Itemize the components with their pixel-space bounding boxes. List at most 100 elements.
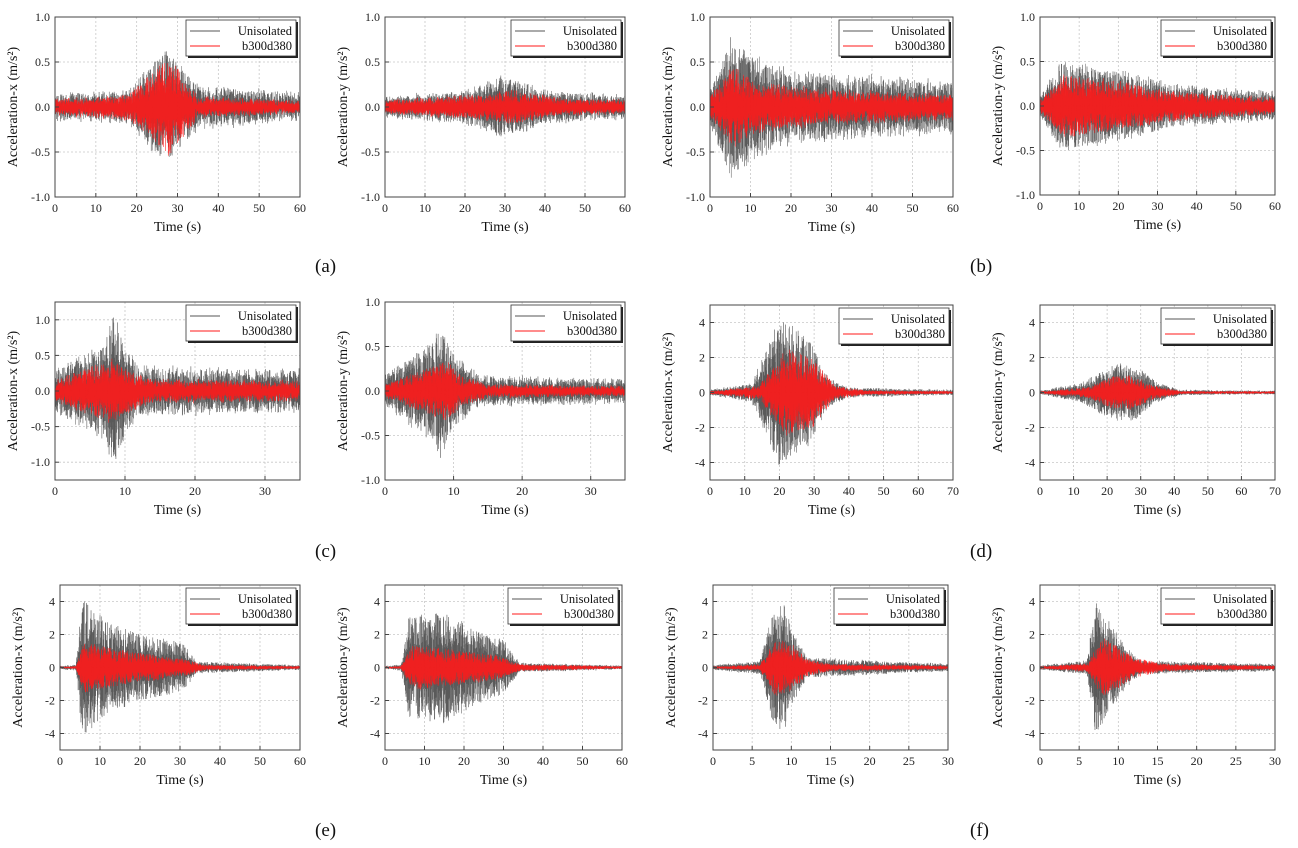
x-tick-label: 0 <box>52 201 58 215</box>
y-axis-label: Acceleration-x (m/s²) <box>661 46 676 167</box>
series-b300d380-line <box>55 62 300 156</box>
x-tick-label: 0 <box>707 484 713 498</box>
x-tick-label: 50 <box>579 201 591 215</box>
legend-label-unisolated: Unisolated <box>563 24 618 38</box>
x-tick-label: 60 <box>1235 484 1247 498</box>
legend-label-unisolated: Unisolated <box>238 24 293 38</box>
legend-box <box>185 304 297 342</box>
y-axis-label: Acceleration-x (m/s²) <box>6 330 21 451</box>
series-b300d380-line <box>713 641 948 696</box>
x-axis-label: Time (s) <box>1134 218 1182 233</box>
legend-box <box>185 587 297 625</box>
y-tick-label: -0.5 <box>1016 144 1035 158</box>
legend-box <box>838 307 950 345</box>
y-tick-label: -1.0 <box>361 190 380 204</box>
x-tick-label: 0 <box>382 201 388 215</box>
y-tick-label: 0 <box>702 661 708 675</box>
x-tick-label: 30 <box>498 754 510 768</box>
y-tick-label: 0 <box>699 386 705 400</box>
x-tick-label: 0 <box>710 754 716 768</box>
x-tick-label: 20 <box>1101 484 1113 498</box>
legend-label-b300d380: b300d380 <box>1217 327 1267 341</box>
y-axis-label: Acceleration-x (m/s²) <box>11 607 26 728</box>
y-tick-label: 1.0 <box>690 10 705 24</box>
chart-a-x: 0 10 20 30 40 50 60 -1.0 -0.5 0.0 0.5 1.0 Time (s) Ac… <box>6 10 306 235</box>
x-tick-label: 30 <box>1135 484 1147 498</box>
x-tick-label: 20 <box>773 484 785 498</box>
x-tick-label: 10 <box>90 201 102 215</box>
y-tick-label: 0.5 <box>35 55 50 69</box>
legend-label-b300d380: b300d380 <box>895 327 945 341</box>
y-tick-label: -1.0 <box>1016 188 1035 202</box>
x-tick-label: 40 <box>1168 484 1180 498</box>
legend-box <box>1160 307 1272 345</box>
legend-box <box>838 19 950 57</box>
y-tick-label: -2 <box>370 694 380 708</box>
x-tick-label: 10 <box>739 484 751 498</box>
series-b300d380-line <box>1040 638 1275 695</box>
series-b300d380-line <box>710 68 953 147</box>
chart-f-y: 0 5 10 15 20 25 30 -4 -2 0 2 4 Time (s) Acceleration-… <box>991 584 1281 788</box>
y-tick-label: 0.5 <box>365 55 380 69</box>
legend-label-unisolated: Unisolated <box>563 309 618 323</box>
legend-label-unisolated: Unisolated <box>1213 24 1268 38</box>
y-axis-label: Acceleration-y (m/s²) <box>991 607 1006 728</box>
x-tick-label: 50 <box>577 754 589 768</box>
x-tick-label: 40 <box>1191 199 1203 213</box>
x-tick-label: 25 <box>903 754 915 768</box>
y-tick-label: 2 <box>1029 628 1035 642</box>
legend-box <box>1160 19 1272 57</box>
y-tick-label: 0.5 <box>365 340 380 354</box>
x-axis-label: Time (s) <box>808 503 856 518</box>
x-tick-label: 20 <box>134 754 146 768</box>
y-axis-label: Acceleration-x (m/s²) <box>6 46 21 167</box>
x-tick-label: 40 <box>212 201 224 215</box>
y-tick-label: -4 <box>45 727 55 741</box>
chart-d-x: 0 10 20 30 40 50 60 70 -4 -2 0 2 4 Time (s) Accelerati… <box>661 304 959 518</box>
series-b300d380-line <box>385 362 625 421</box>
caption-b: (b) <box>970 256 993 277</box>
y-tick-label: -0.5 <box>31 420 50 434</box>
y-axis-label: Acceleration-x (m/s²) <box>661 332 676 453</box>
caption-a: (a) <box>315 256 337 277</box>
legend-label-unisolated: Unisolated <box>886 592 941 606</box>
x-axis-label: Time (s) <box>154 503 202 518</box>
caption-f: (f) <box>970 820 989 841</box>
y-tick-label: 2 <box>1029 351 1035 365</box>
legend-box <box>510 19 622 57</box>
y-tick-label: -1.0 <box>31 455 50 469</box>
x-axis-label: Time (s) <box>156 773 204 788</box>
y-axis-label: Acceleration-y (m/s²) <box>991 332 1006 453</box>
y-tick-label: 4 <box>699 316 705 330</box>
legend-label-unisolated: Unisolated <box>891 24 946 38</box>
x-tick-label: 70 <box>1269 484 1281 498</box>
x-tick-label: 0 <box>1037 199 1043 213</box>
x-tick-label: 0 <box>707 201 713 215</box>
series-unisolated-line <box>60 601 300 733</box>
x-tick-label: 40 <box>539 201 551 215</box>
y-tick-label: 0.0 <box>1020 99 1035 113</box>
chart-a-y: 0 10 20 30 40 50 60 -1.0 -0.5 0.0 0.5 1.0 Time (s) Ac… <box>336 10 631 235</box>
x-tick-label: 20 <box>458 754 470 768</box>
x-tick-label: 30 <box>826 201 838 215</box>
caption-e: (e) <box>315 820 337 841</box>
legend-box <box>510 304 622 342</box>
x-tick-label: 20 <box>864 754 876 768</box>
y-tick-label: 4 <box>49 595 55 609</box>
x-tick-label: 10 <box>94 754 106 768</box>
y-tick-label: 2 <box>699 351 705 365</box>
legend-label-b300d380: b300d380 <box>564 607 614 621</box>
y-tick-label: 4 <box>374 595 380 609</box>
legend-label-b300d380: b300d380 <box>895 39 945 53</box>
y-axis-label: Acceleration-y (m/s²) <box>336 607 351 728</box>
y-tick-label: 1.0 <box>1020 10 1035 24</box>
y-axis-label: Acceleration-y (m/s²) <box>336 330 351 451</box>
x-tick-label: 30 <box>1269 754 1281 768</box>
x-tick-label: 20 <box>189 484 201 498</box>
y-tick-label: 4 <box>702 595 708 609</box>
y-tick-label: 0.0 <box>35 100 50 114</box>
legend-label-b300d380: b300d380 <box>242 39 292 53</box>
legend-label-b300d380: b300d380 <box>890 607 940 621</box>
legend-label-unisolated: Unisolated <box>891 312 946 326</box>
